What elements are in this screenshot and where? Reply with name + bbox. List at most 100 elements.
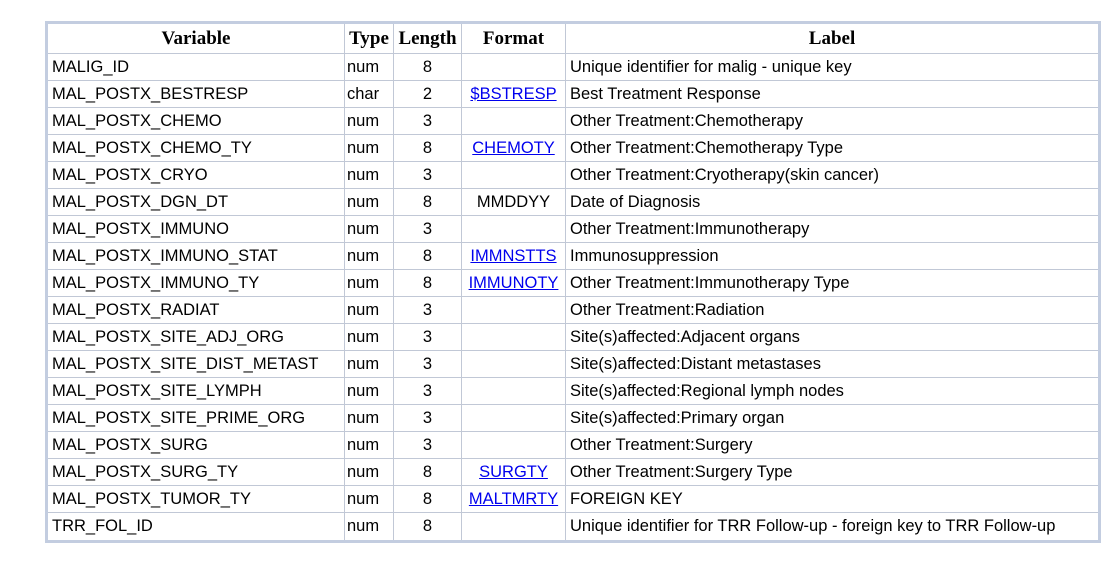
label-cell: Unique identifier for malig - unique key xyxy=(566,54,1098,81)
length-cell: 3 xyxy=(394,351,462,378)
table-row: MAL_POSTX_SITE_ADJ_ORG num 3 Site(s)affecte… xyxy=(48,324,1098,351)
label-cell: Other Treatment:Immunotherapy Type xyxy=(566,270,1098,297)
table-row: MAL_POSTX_CRYO num 3 Other Treatment:Cryoth… xyxy=(48,162,1098,189)
label-cell: Site(s)affected:Adjacent organs xyxy=(566,324,1098,351)
table-row: MAL_POSTX_IMMUNO num 3 Other Treatment:Immu… xyxy=(48,216,1098,243)
type-cell: num xyxy=(345,189,394,216)
variable-cell: MAL_POSTX_CRYO xyxy=(48,162,345,189)
type-cell: num xyxy=(345,351,394,378)
length-cell: 2 xyxy=(394,81,462,108)
length-cell: 3 xyxy=(394,405,462,432)
table-row: MAL_POSTX_SURG num 3 Other Treatment:Surger… xyxy=(48,432,1098,459)
variable-cell: MAL_POSTX_IMMUNO_STAT xyxy=(48,243,345,270)
type-cell: num xyxy=(345,459,394,486)
table-row: MAL_POSTX_BESTRESP char 2 $BSTRESP Best Trea… xyxy=(48,81,1098,108)
variable-cell: MAL_POSTX_TUMOR_TY xyxy=(48,486,345,513)
label-cell: Other Treatment:Radiation xyxy=(566,297,1098,324)
length-cell: 3 xyxy=(394,324,462,351)
type-cell: num xyxy=(345,54,394,81)
variable-cell: MAL_POSTX_SITE_ADJ_ORG xyxy=(48,324,345,351)
column-header-length: Length xyxy=(394,24,462,54)
length-cell: 8 xyxy=(394,243,462,270)
format-cell xyxy=(462,351,566,378)
label-cell: Site(s)affected:Distant metastases xyxy=(566,351,1098,378)
format-link[interactable]: SURGTY xyxy=(479,462,548,481)
type-cell: num xyxy=(345,486,394,513)
label-cell: Other Treatment:Chemotherapy xyxy=(566,108,1098,135)
variable-cell: MAL_POSTX_SURG_TY xyxy=(48,459,345,486)
format-cell xyxy=(462,297,566,324)
type-cell: num xyxy=(345,243,394,270)
table-row: MAL_POSTX_TUMOR_TY num 8 MALTMRTY FOREIGN KE… xyxy=(48,486,1098,513)
variable-cell: MAL_POSTX_IMMUNO xyxy=(48,216,345,243)
column-header-type: Type xyxy=(345,24,394,54)
variable-cell: TRR_FOL_ID xyxy=(48,513,345,540)
type-cell: num xyxy=(345,108,394,135)
variable-cell: MAL_POSTX_RADIAT xyxy=(48,297,345,324)
format-cell xyxy=(462,216,566,243)
format-link[interactable]: IMMNSTTS xyxy=(470,246,557,265)
variable-cell: MAL_POSTX_SITE_PRIME_ORG xyxy=(48,405,345,432)
table-row: MAL_POSTX_IMMUNO_STAT num 8 IMMNSTTS Immunos… xyxy=(48,243,1098,270)
variables-table-container: Variable Type Length Format Label MALIG_… xyxy=(45,21,1101,543)
format-cell: MMDDYY xyxy=(462,189,566,216)
label-cell: Immunosuppression xyxy=(566,243,1098,270)
table-body: MALIG_ID num 8 Unique identifier for malig … xyxy=(48,54,1098,540)
table-row: MAL_POSTX_IMMUNO_TY num 8 IMMUNOTY Other Tre… xyxy=(48,270,1098,297)
variable-cell: MAL_POSTX_DGN_DT xyxy=(48,189,345,216)
variable-cell: MALIG_ID xyxy=(48,54,345,81)
format-cell: $BSTRESP xyxy=(462,81,566,108)
variable-cell: MAL_POSTX_CHEMO xyxy=(48,108,345,135)
format-link[interactable]: CHEMOTY xyxy=(472,138,555,157)
type-cell: num xyxy=(345,513,394,540)
format-link[interactable]: $BSTRESP xyxy=(470,84,557,103)
table-row: MAL_POSTX_DGN_DT num 8 MMDDYY Date of Diagno… xyxy=(48,189,1098,216)
table-row: MAL_POSTX_SITE_DIST_METAST num 3 Site(s)aff… xyxy=(48,351,1098,378)
format-cell xyxy=(462,324,566,351)
format-cell xyxy=(462,54,566,81)
column-header-format: Format xyxy=(462,24,566,54)
label-cell: Other Treatment:Surgery Type xyxy=(566,459,1098,486)
label-cell: Other Treatment:Immunotherapy xyxy=(566,216,1098,243)
type-cell: char xyxy=(345,81,394,108)
format-cell: MALTMRTY xyxy=(462,486,566,513)
variable-cell: MAL_POSTX_IMMUNO_TY xyxy=(48,270,345,297)
label-cell: Date of Diagnosis xyxy=(566,189,1098,216)
table-row: MAL_POSTX_SITE_PRIME_ORG num 3 Site(s)affec… xyxy=(48,405,1098,432)
type-cell: num xyxy=(345,270,394,297)
length-cell: 8 xyxy=(394,459,462,486)
type-cell: num xyxy=(345,324,394,351)
variable-cell: MAL_POSTX_SURG xyxy=(48,432,345,459)
label-cell: Other Treatment:Cryotherapy(skin cancer) xyxy=(566,162,1098,189)
table-header-row: Variable Type Length Format Label xyxy=(48,24,1098,54)
table-row: MALIG_ID num 8 Unique identifier for malig … xyxy=(48,54,1098,81)
table-row: MAL_POSTX_SITE_LYMPH num 3 Site(s)affected:… xyxy=(48,378,1098,405)
table-row: MAL_POSTX_CHEMO num 3 Other Treatment:Chemo… xyxy=(48,108,1098,135)
type-cell: num xyxy=(345,162,394,189)
format-text: MMDDYY xyxy=(476,192,551,211)
length-cell: 8 xyxy=(394,513,462,540)
format-link[interactable]: IMMUNOTY xyxy=(468,273,559,292)
format-cell xyxy=(462,378,566,405)
format-cell: IMMUNOTY xyxy=(462,270,566,297)
format-cell: CHEMOTY xyxy=(462,135,566,162)
format-cell xyxy=(462,108,566,135)
length-cell: 8 xyxy=(394,270,462,297)
type-cell: num xyxy=(345,216,394,243)
format-cell xyxy=(462,432,566,459)
type-cell: num xyxy=(345,297,394,324)
length-cell: 3 xyxy=(394,108,462,135)
format-link[interactable]: MALTMRTY xyxy=(468,489,559,508)
length-cell: 8 xyxy=(394,486,462,513)
table-row: TRR_FOL_ID num 8 Unique identifier for TRR … xyxy=(48,513,1098,540)
label-cell: Other Treatment:Chemotherapy Type xyxy=(566,135,1098,162)
length-cell: 8 xyxy=(394,189,462,216)
label-cell: Site(s)affected:Regional lymph nodes xyxy=(566,378,1098,405)
type-cell: num xyxy=(345,405,394,432)
label-cell: Unique identifier for TRR Follow-up - fo… xyxy=(570,517,1056,535)
table-row: MAL_POSTX_SURG_TY num 8 SURGTY Other Treatme… xyxy=(48,459,1098,486)
variable-cell: MAL_POSTX_SITE_LYMPH xyxy=(48,378,345,405)
length-cell: 3 xyxy=(394,162,462,189)
format-cell xyxy=(462,162,566,189)
length-cell: 3 xyxy=(394,378,462,405)
